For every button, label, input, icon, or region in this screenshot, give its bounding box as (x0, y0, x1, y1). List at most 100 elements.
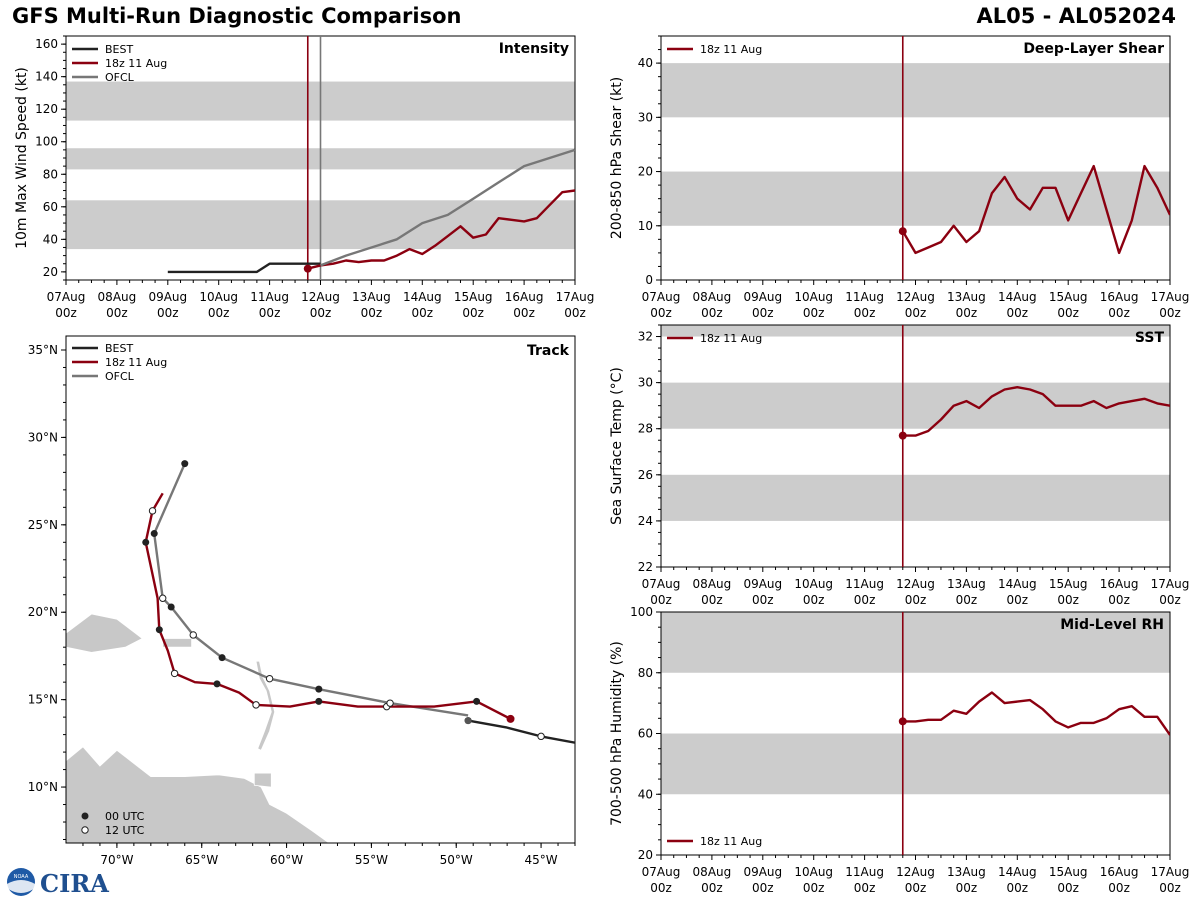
y-tick-label: 32 (638, 330, 653, 344)
x-tick-hour-label: 00z (1007, 306, 1029, 320)
x-tick-label: 45°W (524, 853, 557, 867)
y-tick-label: 20 (638, 848, 653, 862)
x-tick-date-label: 17Aug (1151, 290, 1190, 304)
x-tick-date-label: 10Aug (199, 290, 238, 304)
x-tick-date-label: 15Aug (1049, 865, 1088, 879)
x-tick-hour-label: 00z (310, 306, 332, 320)
landmass-hispaniola-pr (66, 613, 144, 653)
y-tick-label: 40 (638, 56, 653, 70)
x-tick-hour-label: 00z (752, 593, 774, 607)
y-axis-label: Sea Surface Temp (°C) (609, 367, 625, 525)
legend-label: 18z 11 Aug (700, 43, 762, 56)
panel-title: Mid-Level RH (1060, 617, 1164, 633)
x-tick-date-label: 07Aug (47, 290, 86, 304)
x-tick-date-label: 07Aug (642, 290, 681, 304)
x-tick-hour-label: 00z (564, 306, 586, 320)
x-tick-hour-label: 00z (752, 881, 774, 895)
y-tick-label: 26 (638, 468, 653, 482)
x-tick-hour-label: 00z (650, 593, 672, 607)
legend-label: OFCL (105, 71, 135, 84)
x-tick-hour-label: 00z (1159, 881, 1181, 895)
x-tick-hour-label: 00z (701, 881, 723, 895)
track-00utc-marker (464, 717, 472, 725)
track-line-ofcl (152, 463, 469, 717)
x-tick-date-label: 12Aug (896, 577, 935, 591)
series-line-run (901, 164, 1170, 255)
legend-label: 12 UTC (105, 824, 145, 837)
panel-title: SST (1135, 330, 1165, 346)
sst-panel: 22 24 26 28 30 32 Sea Surface Temp (°C) 07Aug 00… (609, 324, 1189, 607)
track-00utc-marker (155, 626, 163, 634)
y-tick-label: 28 (638, 422, 653, 436)
plot-frame (65, 335, 576, 844)
landmass-puerto-rico (162, 638, 193, 648)
y-axis-label: 10m Max Wind Speed (kt) (14, 67, 30, 249)
x-tick-hour-label: 00z (1057, 593, 1079, 607)
x-tick-date-label: 17Aug (1151, 865, 1190, 879)
series-line-run (902, 386, 1170, 437)
track-line-run (144, 492, 512, 720)
x-tick-hour-label: 00z (701, 593, 723, 607)
track-00utc-marker (142, 538, 150, 546)
x-tick-date-label: 10Aug (794, 290, 833, 304)
legend-label: OFCL (105, 370, 135, 383)
x-tick-hour-label: 00z (1057, 881, 1079, 895)
x-tick-date-label: 08Aug (693, 865, 732, 879)
storm-id: AL05 - AL052024 (976, 4, 1177, 28)
legend-label: 00 UTC (105, 810, 145, 823)
x-tick-date-label: 09Aug (743, 865, 782, 879)
shaded-band (661, 733, 1170, 795)
x-tick-label: 50°W (440, 853, 473, 867)
y-tick-label: 80 (638, 666, 653, 680)
x-tick-date-label: 16Aug (1100, 290, 1139, 304)
intensity-panel: 20 40 60 80 100 120 140 160 10m Max Wind Speed (… (14, 35, 595, 320)
y-tick-label: 35°N (28, 343, 58, 357)
x-tick-date-label: 12Aug (301, 290, 340, 304)
tracks-group (142, 460, 575, 744)
y-tick-label: 100 (630, 605, 653, 619)
x-tick-date-label: 07Aug (642, 865, 681, 879)
track-12utc-marker (386, 699, 394, 707)
x-tick-date-label: 08Aug (693, 290, 732, 304)
x-tick-hour-label: 00z (854, 306, 876, 320)
x-tick-hour-label: 00z (1057, 306, 1079, 320)
track-00utc-marker (315, 685, 323, 693)
track-00utc-marker (213, 680, 221, 688)
track-12utc-marker (265, 674, 274, 683)
x-tick-date-label: 11Aug (845, 865, 884, 879)
track-00utc-marker (218, 654, 226, 662)
x-tick-hour-label: 00z (803, 881, 825, 895)
x-tick-hour-label: 00z (1108, 306, 1130, 320)
landmass-south-america (66, 746, 330, 843)
y-tick-label: 10°N (28, 780, 58, 794)
x-tick-hour-label: 00z (905, 306, 927, 320)
x-tick-date-label: 08Aug (693, 577, 732, 591)
x-tick-hour-label: 00z (1007, 593, 1029, 607)
x-tick-label: 65°W (185, 853, 218, 867)
x-tick-hour-label: 00z (854, 593, 876, 607)
x-tick-hour-label: 00z (956, 881, 978, 895)
x-tick-hour-label: 00z (412, 306, 434, 320)
y-tick-label: 40 (43, 232, 58, 246)
x-tick-date-label: 15Aug (454, 290, 493, 304)
x-tick-hour-label: 00z (854, 881, 876, 895)
y-tick-label: 25°N (28, 518, 58, 532)
x-tick-hour-label: 00z (55, 306, 77, 320)
legend-label: BEST (105, 43, 133, 56)
shaded-band (661, 171, 1170, 226)
x-tick-hour-label: 00z (106, 306, 128, 320)
shaded-band (661, 612, 1170, 673)
noaa-wave-icon (7, 880, 35, 893)
y-tick-label: 100 (35, 135, 58, 149)
x-tick-hour-label: 00z (803, 593, 825, 607)
x-tick-hour-label: 00z (462, 306, 484, 320)
x-tick-date-label: 11Aug (845, 290, 884, 304)
x-tick-date-label: 17Aug (556, 290, 595, 304)
x-tick-hour-label: 00z (905, 881, 927, 895)
x-tick-date-label: 10Aug (794, 865, 833, 879)
y-axis-label: 200-850 hPa Shear (kt) (609, 77, 625, 239)
plot-frame (660, 324, 1171, 568)
track-12utc-marker (170, 669, 179, 678)
x-tick-date-label: 14Aug (998, 577, 1037, 591)
x-tick-date-label: 09Aug (743, 290, 782, 304)
